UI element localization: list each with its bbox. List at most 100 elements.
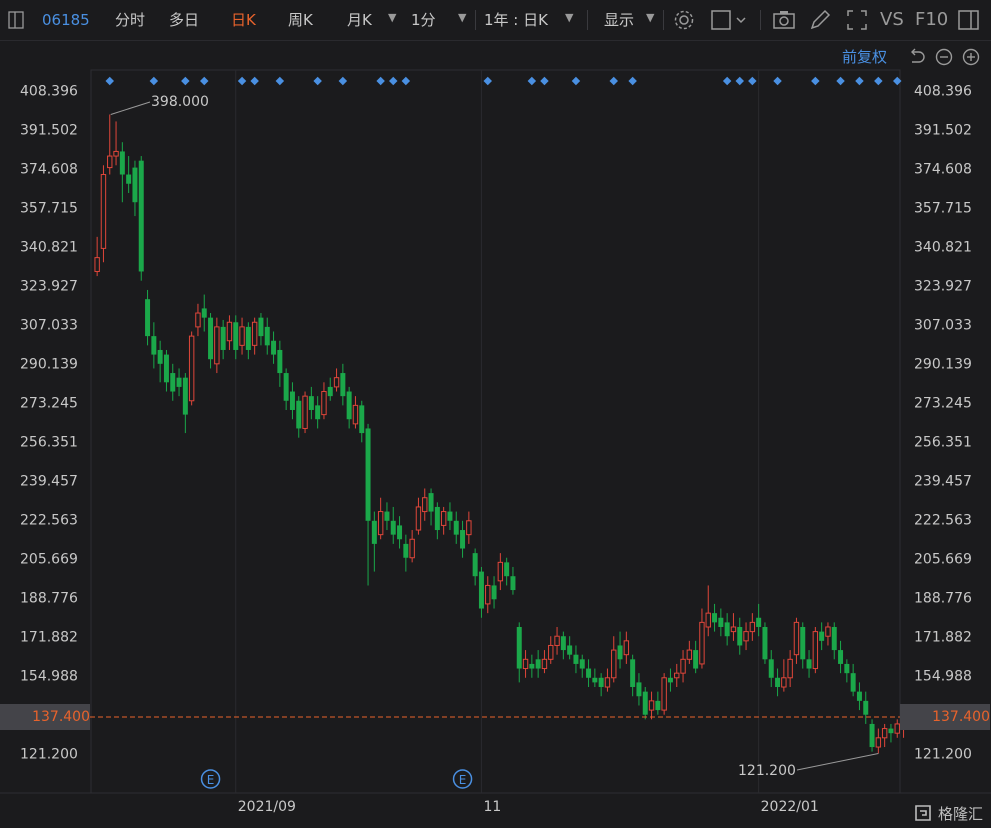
candle-body-up	[541, 658, 548, 670]
tab-multi-day[interactable]: 多日	[169, 11, 200, 29]
pencil-icon[interactable]	[808, 8, 832, 36]
earnings-event-letter: E	[459, 773, 467, 787]
candle-body-up	[352, 404, 359, 425]
candle-body-down	[296, 400, 302, 429]
candle-body-down	[384, 511, 390, 521]
side-panel-icon[interactable]	[957, 8, 981, 36]
event-dot-marker[interactable]	[836, 76, 845, 86]
panel-toggle-icon[interactable]	[6, 0, 26, 40]
event-dot-marker[interactable]	[571, 76, 581, 86]
event-dot-marker[interactable]	[401, 76, 411, 86]
event-dot-marker[interactable]	[237, 76, 247, 86]
candle-body-down	[346, 391, 352, 420]
event-dot-marker[interactable]	[313, 76, 322, 86]
tab-daily-k[interactable]: 日K	[231, 11, 256, 29]
candle-body-down	[510, 576, 516, 591]
tab-weekly-k[interactable]: 周K	[288, 11, 313, 29]
event-dot-marker[interactable]	[855, 76, 864, 86]
candle-body-up	[113, 150, 119, 157]
event-dot-marker[interactable]	[735, 76, 744, 86]
event-dot-marker[interactable]	[483, 76, 492, 86]
event-dot-marker[interactable]	[773, 76, 782, 86]
candle-body-down	[403, 543, 409, 558]
y-tick-label-right: 323.927	[914, 278, 972, 294]
candle-body-down	[850, 673, 856, 692]
event-dot-marker[interactable]	[628, 76, 637, 86]
candle-body-down	[359, 405, 365, 434]
candle-body-up	[377, 511, 384, 536]
candle-body-up	[522, 658, 529, 670]
divider	[475, 10, 476, 30]
chevron-down-icon[interactable]: ▼	[565, 11, 574, 24]
event-dot-marker[interactable]	[250, 76, 259, 86]
vs-button[interactable]: VS	[880, 9, 904, 30]
adjust-mode-toggle[interactable]: 前复权	[841, 48, 887, 66]
stock-code[interactable]: 06185	[42, 11, 90, 29]
event-dot-marker[interactable]	[376, 76, 385, 86]
zoom-in-icon[interactable]	[962, 48, 980, 66]
candle-body-down	[642, 691, 648, 715]
candle-body-up	[894, 723, 900, 734]
event-dot-marker[interactable]	[722, 76, 732, 86]
candle-body-down	[315, 405, 321, 420]
candle-body-up	[485, 584, 491, 605]
display-menu[interactable]: 显示	[604, 11, 635, 29]
tab-1min[interactable]: 1分	[411, 11, 436, 29]
settings-gear-icon[interactable]	[672, 8, 696, 36]
earnings-event-marker[interactable]	[452, 769, 473, 789]
min-annotation-label: 121.200	[738, 763, 796, 779]
candle-body-up	[793, 621, 800, 656]
tab-monthly-k[interactable]: 月K	[347, 11, 372, 29]
zoom-out-icon[interactable]	[935, 48, 953, 66]
event-dot-marker[interactable]	[811, 76, 820, 86]
compare-square-icon[interactable]	[710, 8, 750, 36]
candle-body-down	[592, 677, 598, 683]
reset-icon[interactable]	[908, 48, 926, 66]
event-dot-marker[interactable]	[527, 76, 537, 86]
y-tick-label-left: 290.139	[20, 356, 78, 372]
event-dot-marker[interactable]	[748, 76, 757, 86]
camera-icon[interactable]	[772, 8, 796, 36]
candle-body-up	[648, 700, 655, 711]
range-select[interactable]: 1年 : 日K	[484, 11, 548, 29]
candle-body-up	[100, 174, 107, 249]
event-dot-marker[interactable]	[338, 76, 348, 86]
candle-body-up	[825, 626, 831, 637]
candle-body-down	[491, 585, 497, 600]
candle-body-down	[460, 530, 466, 549]
event-dot-marker[interactable]	[275, 76, 285, 86]
candle-body-down	[182, 377, 188, 415]
candle-body-down	[819, 631, 825, 641]
chevron-down-icon[interactable]: ▼	[388, 11, 397, 24]
event-dot-marker[interactable]	[609, 76, 618, 86]
earnings-event-marker[interactable]	[200, 769, 221, 789]
event-dot-marker[interactable]	[540, 76, 549, 86]
y-tick-label-right: 290.139	[914, 356, 972, 372]
y-tick-label-left: 408.396	[20, 84, 78, 100]
candle-body-down	[119, 151, 125, 175]
event-dot-marker[interactable]	[200, 76, 209, 86]
candle-body-up	[686, 649, 693, 660]
tab-intraday[interactable]: 分时	[115, 11, 146, 29]
candle-body-up	[781, 677, 787, 688]
candle-body-up	[239, 326, 245, 346]
candle-body-down	[397, 525, 403, 540]
event-dot-marker[interactable]	[874, 76, 883, 86]
f10-button[interactable]: F10	[915, 9, 949, 30]
y-tick-label-right: 239.457	[914, 474, 972, 490]
candle-body-down	[535, 659, 541, 669]
event-dot-marker[interactable]	[105, 76, 114, 86]
fullscreen-icon[interactable]	[845, 8, 869, 36]
chevron-down-icon[interactable]: ▼	[646, 11, 655, 24]
chevron-down-icon[interactable]: ▼	[458, 11, 467, 24]
event-dot-marker[interactable]	[149, 76, 159, 86]
y-tick-label-left: 121.200	[20, 747, 78, 763]
candle-body-down	[126, 174, 132, 184]
event-dot-marker[interactable]	[389, 76, 398, 86]
event-dot-marker[interactable]	[181, 76, 190, 86]
candle-body-up	[321, 391, 327, 416]
candle-body-down	[258, 317, 264, 337]
candle-body-up	[812, 631, 819, 670]
candle-body-down	[586, 668, 592, 678]
